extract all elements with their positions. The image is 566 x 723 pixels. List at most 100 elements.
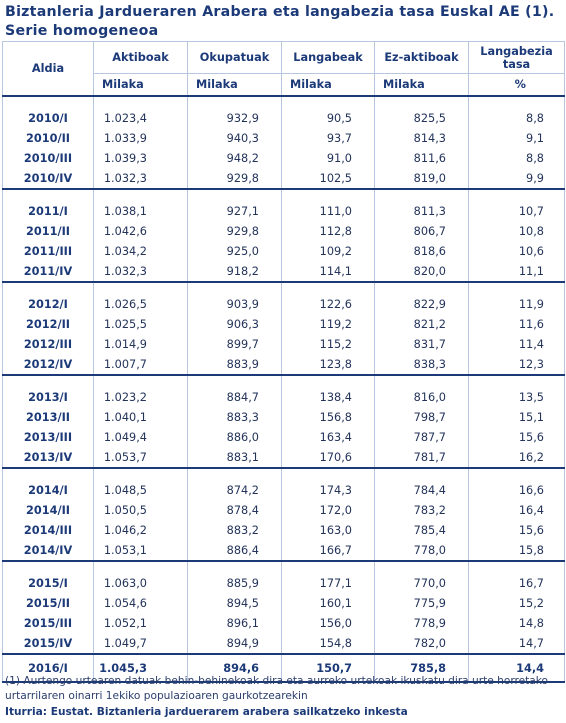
rate-cell: 11,6 <box>468 314 565 334</box>
table-row: 2016/I 1.045,3 894,6 150,7 785,8 14,4 <box>2 654 565 683</box>
spacer-cell <box>374 561 469 573</box>
period-cell: 2011/IV <box>2 261 94 283</box>
unemployed-cell: 114,1 <box>281 261 375 283</box>
unit-unemployed: Milaka <box>281 73 375 97</box>
spacer-cell <box>2 96 94 108</box>
spacer-cell <box>93 375 188 387</box>
spacer-cell <box>281 189 375 201</box>
employed-cell: 927,1 <box>187 201 282 221</box>
rate-cell: 8,8 <box>468 108 565 128</box>
active-cell: 1.023,4 <box>93 108 188 128</box>
data-table: Aldia Aktiboak Okupatuak Langabeak Ez-ak… <box>2 41 565 683</box>
period-cell: 2013/III <box>2 427 94 447</box>
unemployed-cell: 156,0 <box>281 613 375 633</box>
employed-cell: 878,4 <box>187 500 282 520</box>
spacer-cell <box>468 189 565 201</box>
active-cell: 1.046,2 <box>93 520 188 540</box>
unemployed-cell: 170,6 <box>281 447 375 469</box>
rate-cell: 9,9 <box>468 168 565 190</box>
table-row: 2011/IV 1.032,3 918,2 114,1 820,0 11,1 <box>2 261 565 283</box>
table-row: 2010/III 1.039,3 948,2 91,0 811,6 8,8 <box>2 148 565 168</box>
spacer-row <box>2 468 565 480</box>
inactive-cell: 825,5 <box>374 108 469 128</box>
table-row: 2013/III 1.049,4 886,0 163,4 787,7 15,6 <box>2 427 565 447</box>
spacer-cell <box>187 282 282 294</box>
rate-cell: 14,4 <box>468 654 565 683</box>
period-cell: 2014/III <box>2 520 94 540</box>
spacer-cell <box>2 561 94 573</box>
inactive-cell: 811,6 <box>374 148 469 168</box>
rate-cell: 15,8 <box>468 540 565 562</box>
active-cell: 1.039,3 <box>93 148 188 168</box>
period-cell: 2014/IV <box>2 540 94 562</box>
rate-cell: 9,1 <box>468 128 565 148</box>
inactive-cell: 806,7 <box>374 221 469 241</box>
header-period: Aldia <box>2 41 94 97</box>
employed-cell: 932,9 <box>187 108 282 128</box>
employed-cell: 929,8 <box>187 221 282 241</box>
inactive-cell: 820,0 <box>374 261 469 283</box>
unemployed-cell: 111,0 <box>281 201 375 221</box>
employed-cell: 940,3 <box>187 128 282 148</box>
spacer-cell <box>468 282 565 294</box>
active-cell: 1.052,1 <box>93 613 188 633</box>
active-cell: 1.023,2 <box>93 387 188 407</box>
period-cell: 2015/II <box>2 593 94 613</box>
rate-cell: 16,7 <box>468 573 565 593</box>
spacer-cell <box>187 96 282 108</box>
spacer-row <box>2 282 565 294</box>
unemployed-cell: 138,4 <box>281 387 375 407</box>
rate-cell: 14,7 <box>468 633 565 655</box>
spacer-cell <box>281 561 375 573</box>
spacer-row <box>2 189 565 201</box>
period-cell: 2013/II <box>2 407 94 427</box>
inactive-cell: 778,0 <box>374 540 469 562</box>
active-cell: 1.053,7 <box>93 447 188 469</box>
spacer-cell <box>93 189 188 201</box>
employed-cell: 899,7 <box>187 334 282 354</box>
period-cell: 2011/III <box>2 241 94 261</box>
header-unemployment-rate: Langabezia tasa <box>468 41 565 74</box>
spacer-cell <box>2 189 94 201</box>
rate-cell: 10,6 <box>468 241 565 261</box>
employed-cell: 886,0 <box>187 427 282 447</box>
table-row: 2013/IV 1.053,7 883,1 170,6 781,7 16,2 <box>2 447 565 469</box>
employed-cell: 874,2 <box>187 480 282 500</box>
unemployed-cell: 160,1 <box>281 593 375 613</box>
employed-cell: 903,9 <box>187 294 282 314</box>
spacer-cell <box>187 375 282 387</box>
period-cell: 2015/I <box>2 573 94 593</box>
active-cell: 1.063,0 <box>93 573 188 593</box>
table-row: 2010/II 1.033,9 940,3 93,7 814,3 9,1 <box>2 128 565 148</box>
active-cell: 1.053,1 <box>93 540 188 562</box>
period-cell: 2011/II <box>2 221 94 241</box>
active-cell: 1.032,3 <box>93 168 188 190</box>
table-row: 2014/I 1.048,5 874,2 174,3 784,4 16,6 <box>2 480 565 500</box>
source-line: Iturria: Eustat. Biztanleria jarduerarem… <box>5 706 408 718</box>
table-row: 2013/I 1.023,2 884,7 138,4 816,0 13,5 <box>2 387 565 407</box>
rate-cell: 15,6 <box>468 427 565 447</box>
rate-cell: 11,9 <box>468 294 565 314</box>
active-cell: 1.032,3 <box>93 261 188 283</box>
unemployed-cell: 163,0 <box>281 520 375 540</box>
period-cell: 2015/IV <box>2 633 94 655</box>
employed-cell: 886,4 <box>187 540 282 562</box>
unit-active: Milaka <box>93 73 188 97</box>
rate-cell: 14,8 <box>468 613 565 633</box>
active-cell: 1.038,1 <box>93 201 188 221</box>
unemployed-cell: 154,8 <box>281 633 375 655</box>
active-cell: 1.025,5 <box>93 314 188 334</box>
inactive-cell: 822,9 <box>374 294 469 314</box>
unemployed-cell: 112,8 <box>281 221 375 241</box>
spacer-cell <box>468 375 565 387</box>
table-row: 2011/III 1.034,2 925,0 109,2 818,6 10,6 <box>2 241 565 261</box>
active-cell: 1.054,6 <box>93 593 188 613</box>
inactive-cell: 784,4 <box>374 480 469 500</box>
table-row: 2015/IV 1.049,7 894,9 154,8 782,0 14,7 <box>2 633 565 655</box>
employed-cell: 883,2 <box>187 520 282 540</box>
employed-cell: 894,5 <box>187 593 282 613</box>
period-cell: 2013/IV <box>2 447 94 469</box>
employed-cell: 925,0 <box>187 241 282 261</box>
header-row: Aldia Aktiboak Okupatuak Langabeak Ez-ak… <box>2 41 565 97</box>
table-row: 2010/IV 1.032,3 929,8 102,5 819,0 9,9 <box>2 168 565 190</box>
